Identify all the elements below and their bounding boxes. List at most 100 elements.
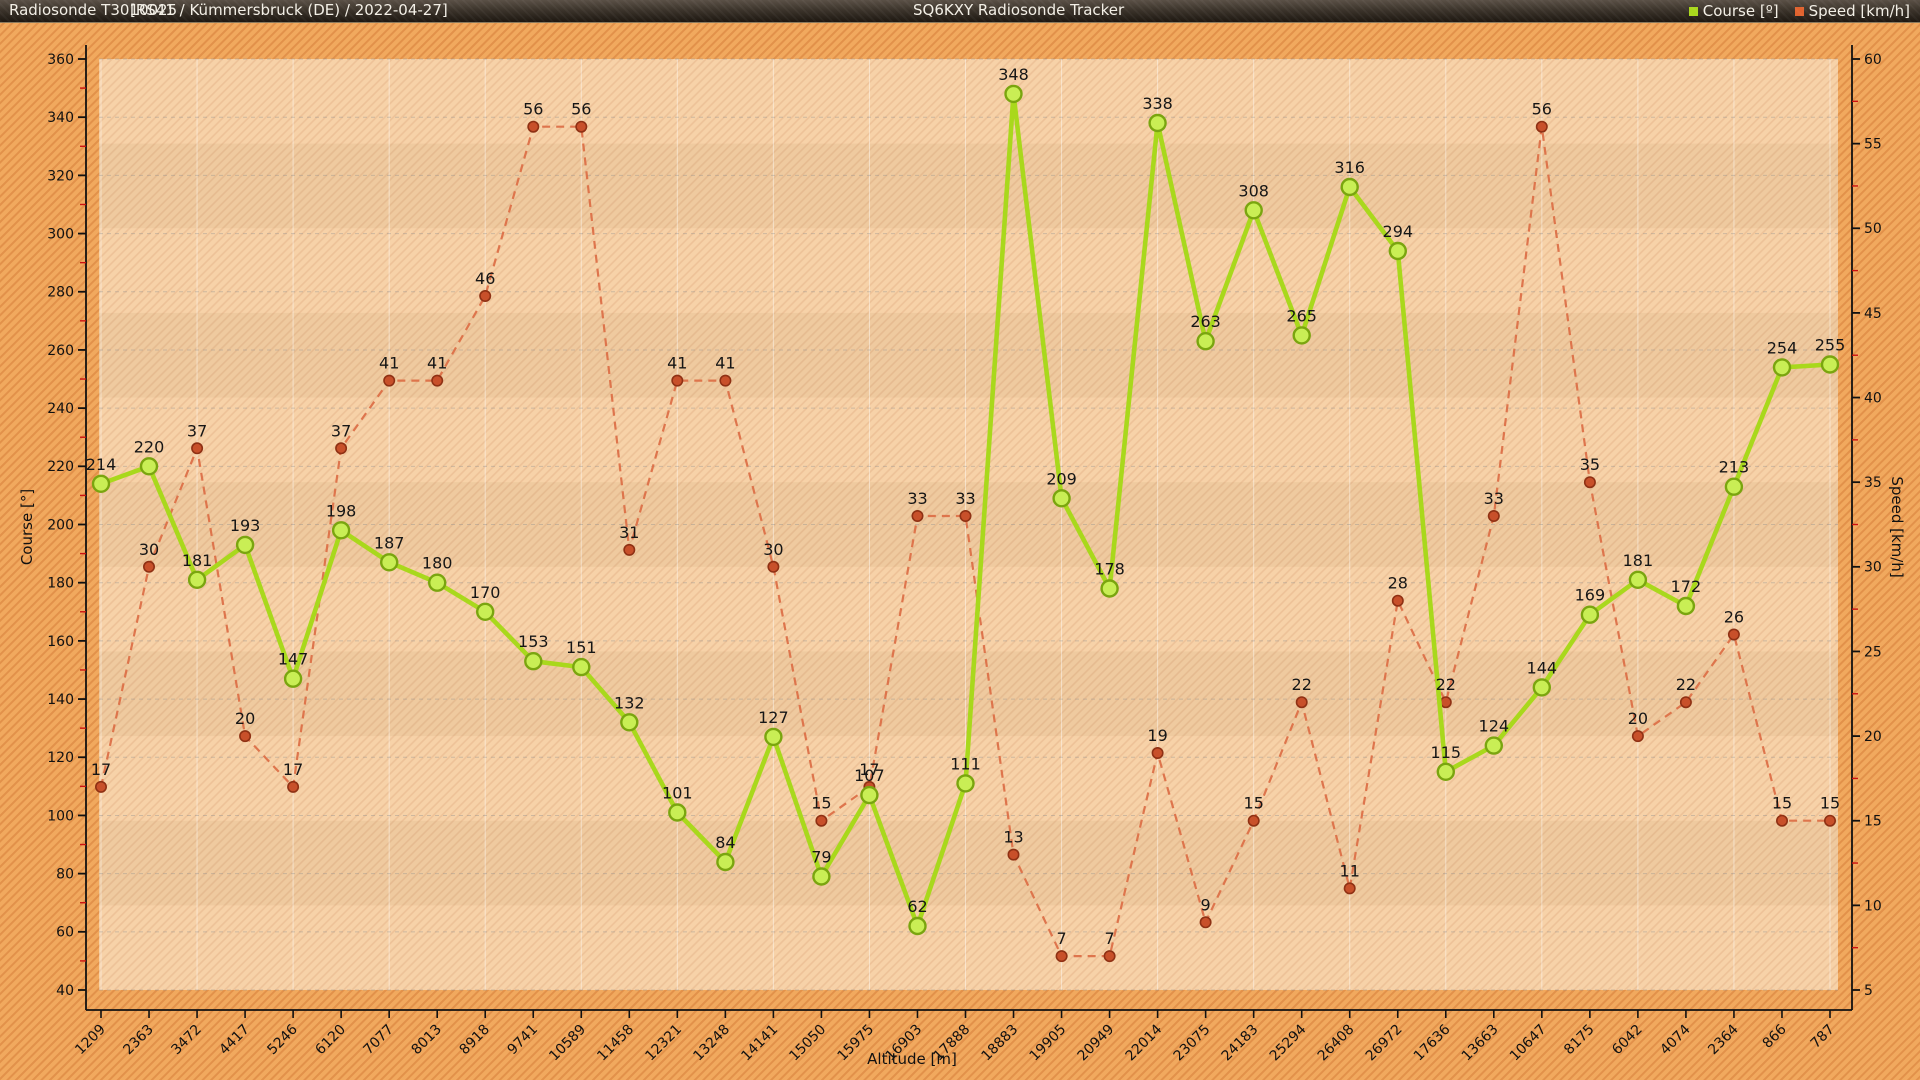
course-point-label: 213 xyxy=(1719,458,1750,477)
course-point-label: 62 xyxy=(907,897,927,916)
speed-point-marker xyxy=(1535,120,1548,133)
course-point-label: 132 xyxy=(614,693,645,712)
speed-axis-tick-label: 45 xyxy=(1864,306,1882,322)
course-axis-tick-label: 220 xyxy=(47,459,74,475)
course-point-label: 147 xyxy=(278,650,309,669)
course-point-marker xyxy=(1628,570,1648,589)
course-point-marker xyxy=(620,713,639,732)
course-point-marker xyxy=(1676,596,1696,616)
speed-point-label: 22 xyxy=(1436,675,1456,694)
legend-item-speed: Speed [km/h] xyxy=(1794,1,1910,22)
course-point-label: 107 xyxy=(854,766,885,785)
speed-point-label: 33 xyxy=(955,489,975,508)
speed-point-marker xyxy=(143,560,156,573)
course-axis-tick-label: 200 xyxy=(47,517,74,533)
course-point-label: 178 xyxy=(1094,560,1125,579)
speed-point-label: 9 xyxy=(1201,895,1211,914)
speed-point-marker xyxy=(431,374,444,387)
course-point-marker xyxy=(380,553,399,572)
course-point-marker xyxy=(524,652,543,671)
speed-point-label: 17 xyxy=(91,760,111,779)
speed-point-marker xyxy=(1776,814,1789,827)
course-point-label: 294 xyxy=(1383,222,1414,241)
course-series xyxy=(91,84,1840,936)
course-point-marker xyxy=(1340,177,1359,197)
speed-point-label: 17 xyxy=(283,760,303,779)
course-point-marker xyxy=(572,657,591,677)
speed-point-label: 33 xyxy=(1484,489,1504,508)
speed-axis-tick-label: 10 xyxy=(1864,898,1882,914)
grid xyxy=(99,58,1838,991)
radiosonde-id: Radiosonde T3010025 xyxy=(9,1,178,19)
course-point-marker xyxy=(1052,489,1071,508)
speed-point-marker xyxy=(959,509,972,522)
course-point-marker xyxy=(1484,736,1504,755)
title-bar: Radiosonde T3010025 [RS41 / Kümmersbruck… xyxy=(0,0,1920,23)
course-point-label: 263 xyxy=(1190,312,1221,331)
speed-axis-tick-label: 55 xyxy=(1864,137,1882,153)
course-axis-tick-label: 300 xyxy=(47,226,74,242)
axis-titles: Course [°] Speed [km/h] Altitude [m] xyxy=(18,476,1906,1068)
speed-legend-swatch-icon xyxy=(1794,6,1804,16)
course-axis-tick-label: 260 xyxy=(47,343,74,359)
course-point-marker xyxy=(1772,358,1792,377)
legend-item-course: Course [º] xyxy=(1688,1,1779,22)
speed-point-marker xyxy=(671,374,684,387)
speed-point-marker xyxy=(479,289,492,302)
course-point-label: 124 xyxy=(1479,717,1510,736)
course-point-marker xyxy=(91,474,111,493)
radiosonde-launch-info: [RS41 / Kümmersbruck (DE) / 2022-04-27] xyxy=(130,1,448,19)
course-point-label: 209 xyxy=(1046,469,1077,488)
course-point-label: 172 xyxy=(1671,577,1702,596)
speed-point-label: 17 xyxy=(859,760,879,779)
speed-point-label: 7 xyxy=(1105,929,1115,948)
course-point-marker xyxy=(1292,326,1311,345)
axes xyxy=(85,45,1853,1011)
app-title: SQ6KXY Radiosonde Tracker xyxy=(913,1,1125,19)
speed-point-label: 7 xyxy=(1057,929,1067,948)
speed-point-marker xyxy=(1103,950,1116,963)
legend-speed-label: Speed [km/h] xyxy=(1808,1,1910,20)
speed-point-marker xyxy=(1007,848,1020,861)
speed-axis-tick-label: 5 xyxy=(1864,983,1873,999)
course-point-marker xyxy=(764,727,783,747)
speed-point-marker xyxy=(575,120,588,133)
chart-legend: Course [º] Speed [km/h] xyxy=(1688,0,1910,22)
speed-point-marker xyxy=(1199,916,1212,929)
speed-point-label: 56 xyxy=(523,100,543,119)
speed-point-label: 26 xyxy=(1724,608,1744,627)
course-point-marker xyxy=(283,669,303,688)
course-point-label: 144 xyxy=(1527,658,1558,677)
course-axis-tick-label: 40 xyxy=(56,983,74,999)
course-point-marker xyxy=(1196,332,1215,351)
course-axis-tick-label: 180 xyxy=(47,576,74,592)
speed-point-marker xyxy=(335,442,348,455)
course-point-label: 111 xyxy=(950,754,981,773)
course-point-marker xyxy=(139,457,159,476)
speed-point-label: 37 xyxy=(187,421,207,440)
course-axis-tick-label: 320 xyxy=(47,168,74,184)
speed-axis-tick-label: 50 xyxy=(1864,221,1882,237)
course-point-marker xyxy=(476,602,495,621)
speed-point-label: 35 xyxy=(1580,455,1600,474)
course-axis-tick-label: 160 xyxy=(47,634,74,650)
course-point-marker xyxy=(1820,355,1840,374)
course-axis-title: Course [°] xyxy=(18,489,36,565)
speed-point-marker xyxy=(1824,814,1837,827)
speed-point-marker xyxy=(1583,476,1596,489)
course-point-marker xyxy=(908,916,927,936)
course-point-marker xyxy=(1388,241,1408,261)
speed-axis-tick-label: 60 xyxy=(1864,52,1882,68)
course-point-label: 181 xyxy=(182,551,213,570)
speed-axis-tick-label: 25 xyxy=(1864,644,1882,660)
speed-point-label: 30 xyxy=(139,540,159,559)
speed-point-label: 13 xyxy=(1003,828,1023,847)
speed-point-marker xyxy=(767,560,780,573)
course-axis-tick-label: 80 xyxy=(56,867,74,883)
course-point-label: 153 xyxy=(518,632,549,651)
course-point-label: 180 xyxy=(422,554,453,573)
speed-axis-tick-label: 30 xyxy=(1864,560,1882,576)
course-legend-swatch-icon xyxy=(1688,6,1698,16)
